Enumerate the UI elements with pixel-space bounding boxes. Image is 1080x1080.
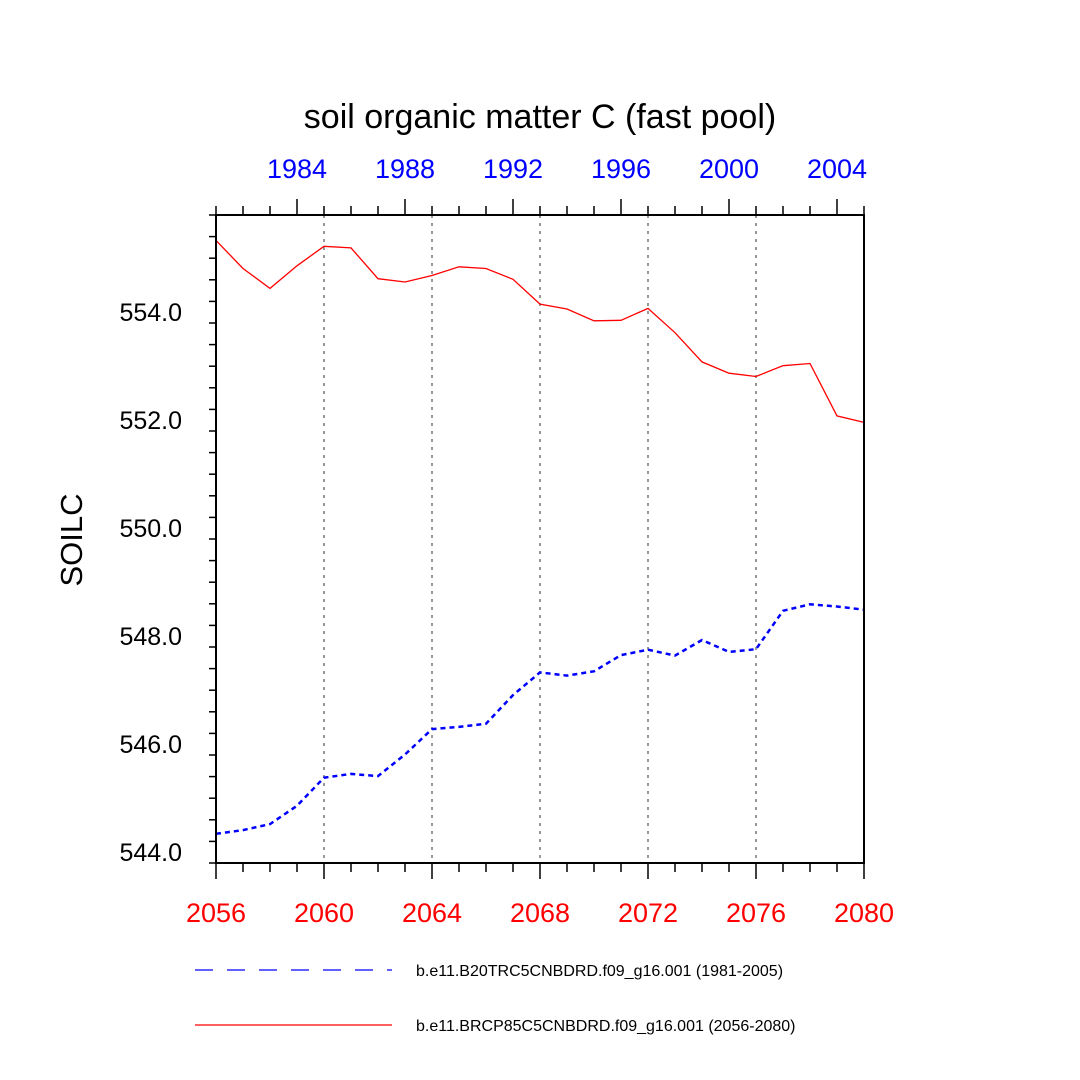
x-bottom-tick-label: 2064 [402, 898, 462, 928]
series-lines [215, 239, 865, 836]
axis-ticks: 544.0 546.0 548.0 550.0 552.0 554.0 2056 2060 20… [119, 154, 894, 928]
chart-title: soil organic matter C (fast pool) [304, 98, 776, 136]
x-bottom-tick-label: 2068 [510, 898, 570, 928]
x-bottom-tick-label: 2072 [618, 898, 678, 928]
y-tick-label: 554.0 [119, 299, 182, 327]
x-top-tick-label: 1988 [375, 154, 435, 184]
y-tick-label: 544.0 [119, 839, 182, 867]
legend-label-1: b.e11.B20TRC5CNBDRD.f09_g16.001 (1981-20… [416, 963, 783, 980]
legend-label-2: b.e11.BRCP85C5CNBDRD.f09_g16.001 (2056-2… [416, 1018, 795, 1035]
x-top-tick-label: 2004 [807, 154, 867, 184]
series-line-1 [215, 603, 865, 836]
x-bottom-tick-label: 2080 [834, 898, 894, 928]
x-bottom-tick-label: 2056 [186, 898, 246, 928]
legend: b.e11.B20TRC5CNBDRD.f09_g16.001 (1981-20… [195, 963, 795, 1035]
y-tick-label: 550.0 [119, 515, 182, 543]
y-tick-label: 546.0 [119, 731, 182, 759]
x-bottom-tick-label: 2076 [726, 898, 786, 928]
y-axis-label: SOILC [54, 493, 89, 586]
y-tick-label: 548.0 [119, 623, 182, 651]
grid-lines [323, 215, 757, 863]
series-line-2 [215, 239, 865, 424]
x-bottom-tick-label: 2060 [294, 898, 354, 928]
x-top-tick-label: 2000 [699, 154, 759, 184]
x-top-tick-label: 1992 [483, 154, 543, 184]
x-top-tick-label: 1996 [591, 154, 651, 184]
x-top-tick-label: 1984 [267, 154, 327, 184]
y-tick-label: 552.0 [119, 407, 182, 435]
